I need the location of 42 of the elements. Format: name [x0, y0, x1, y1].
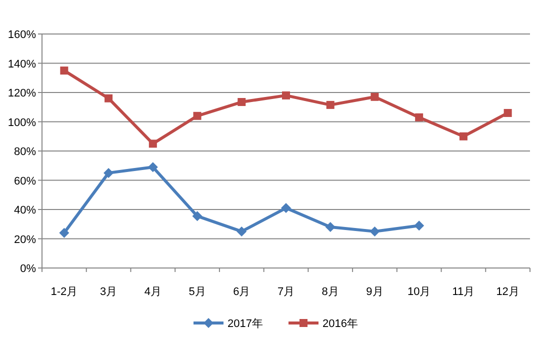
x-tick-label: 1-2月: [50, 286, 78, 298]
y-tick-label: 60%: [14, 175, 36, 188]
point: [60, 66, 68, 75]
y-tick-label: 160%: [8, 29, 36, 41]
point: [282, 91, 290, 100]
x-tick-label: 6月: [233, 286, 250, 298]
point: [192, 211, 202, 222]
point: [148, 140, 157, 148]
x-tick-label: 8月: [322, 286, 339, 298]
point: [504, 108, 512, 117]
y-tick-label: 120%: [8, 88, 36, 100]
y-tick-label: 40%: [14, 204, 36, 216]
y-tick-label: 140%: [8, 58, 36, 70]
point: [238, 98, 246, 106]
x-tick-label: 10月: [407, 286, 431, 298]
legend-label: 2017年: [228, 318, 263, 330]
legend-label: 2016年: [322, 318, 358, 330]
point: [59, 228, 70, 238]
point: [281, 203, 291, 214]
point: [325, 222, 336, 232]
point: [193, 112, 202, 120]
x-tick-label: 4月: [144, 286, 162, 298]
x-tick-label: 12月: [496, 286, 520, 298]
y-tick-label: 0%: [20, 263, 36, 275]
x-tick-label: 11月: [452, 286, 475, 298]
point: [459, 132, 468, 140]
point: [148, 162, 158, 172]
x-tick-label: 9月: [366, 286, 384, 298]
point: [236, 226, 247, 236]
x-tick-label: 3月: [100, 286, 118, 298]
point: [370, 226, 380, 236]
y-tick-label: 20%: [14, 234, 36, 246]
y-tick-label: 100%: [8, 116, 36, 129]
x-tick-label: 7月: [277, 286, 295, 298]
point: [326, 100, 334, 109]
point: [370, 92, 379, 101]
point: [415, 113, 424, 122]
point: [414, 220, 424, 231]
y-tick-label: 80%: [14, 146, 36, 158]
point: [104, 94, 113, 102]
x-tick-label: 5月: [188, 286, 206, 298]
point: [104, 168, 114, 178]
